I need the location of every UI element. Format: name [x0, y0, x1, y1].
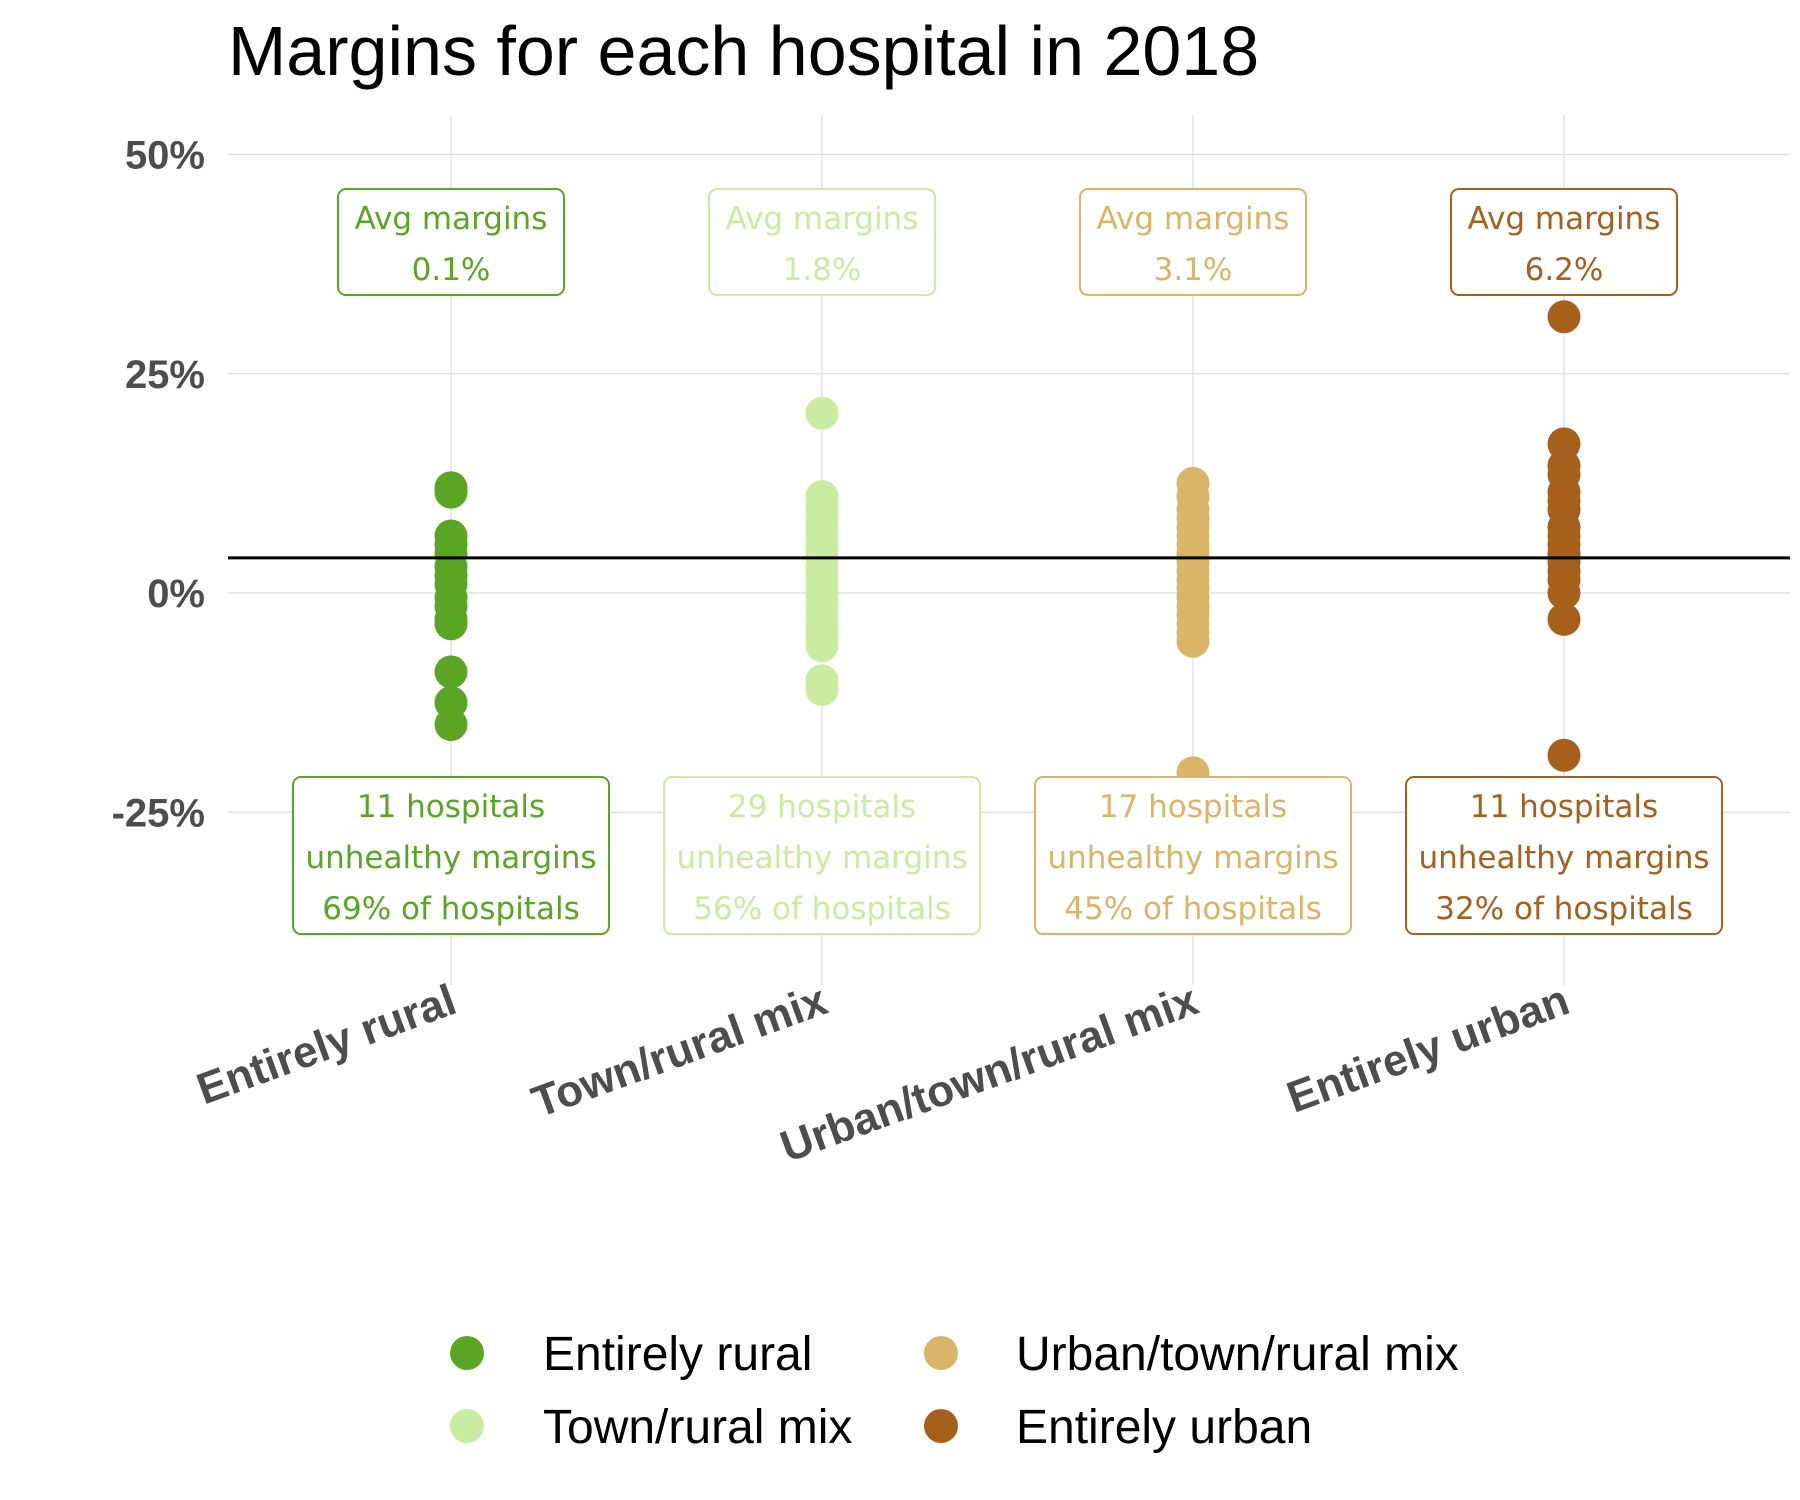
data-point [434, 655, 468, 689]
unhealthy-margins-line: 11 hospitals [357, 789, 545, 825]
avg-margin-label: Avg margins [1097, 201, 1290, 237]
unhealthy-margins-box [292, 776, 610, 935]
chart-title: Margins for each hospital in 2018 [228, 12, 1259, 90]
data-points [434, 300, 1581, 790]
data-point [1547, 602, 1581, 636]
avg-margin-value: 1.8% [783, 252, 862, 288]
unhealthy-margins-line: 69% of hospitals [322, 891, 579, 927]
unhealthy-margins-line: 17 hospitals [1099, 789, 1287, 825]
y-axis-ticks: 50% 25% 0% -25% [112, 134, 205, 836]
avg-margin-value: 0.1% [412, 252, 491, 288]
data-point [1547, 738, 1581, 772]
legend-key [450, 1336, 484, 1370]
y-tick-label: 0% [147, 572, 205, 616]
y-tick-label: 50% [125, 134, 205, 178]
x-tick-label: Urban/town/rural mix [774, 975, 1205, 1172]
unhealthy-margins-line: unhealthy margins [305, 840, 596, 876]
annotation-boxes: Avg margins 0.1% 11 hospitals unhealthy mar… [292, 188, 1723, 935]
avg-margin-value: 3.1% [1154, 252, 1233, 288]
y-tick-label: 25% [125, 353, 205, 397]
avg-margin-value: 6.2% [1525, 252, 1604, 288]
data-point [805, 396, 839, 430]
data-point [434, 607, 468, 641]
avg-margin-label: Avg margins [1468, 201, 1661, 237]
data-point [805, 629, 839, 663]
y-tick-label: -25% [112, 791, 205, 835]
unhealthy-margins-line: unhealthy margins [676, 840, 967, 876]
legend-label: Entirely rural [543, 1328, 812, 1381]
unhealthy-margins-line: 11 hospitals [1470, 789, 1658, 825]
avg-margin-label: Avg margins [726, 201, 919, 237]
x-tick-label: Entirely urban [1281, 975, 1576, 1122]
unhealthy-margins-box [663, 776, 981, 935]
avg-margin-box [1450, 188, 1678, 296]
avg-margin-box [337, 188, 565, 296]
legend-label: Town/rural mix [543, 1401, 852, 1454]
unhealthy-margins-line: 45% of hospitals [1064, 891, 1321, 927]
unhealthy-margins-line: unhealthy margins [1418, 840, 1709, 876]
legend-label: Urban/town/rural mix [1016, 1328, 1459, 1381]
x-tick-label: Entirely rural [191, 975, 463, 1114]
unhealthy-margins-box [1034, 776, 1352, 935]
avg-margin-box [708, 188, 936, 296]
unhealthy-margins-line: unhealthy margins [1047, 840, 1338, 876]
unhealthy-margins-line: 29 hospitals [728, 789, 916, 825]
data-point [1547, 576, 1581, 610]
legend-key [924, 1336, 958, 1370]
avg-margin-label: Avg margins [355, 201, 548, 237]
avg-margin-box [1079, 188, 1307, 296]
x-axis-ticks: Entirely rural Town/rural mixUrban/town/r… [191, 975, 1576, 1172]
unhealthy-margins-box [1405, 776, 1723, 935]
data-point [805, 672, 839, 706]
legend-key [924, 1409, 958, 1443]
legend-label: Entirely urban [1016, 1401, 1312, 1454]
x-tick-label: Town/rural mix [526, 975, 834, 1127]
legend: Entirely rural Town/rural mix Urban/town/r… [450, 1328, 1459, 1454]
data-point [434, 708, 468, 742]
data-point [434, 475, 468, 509]
legend-key [450, 1409, 484, 1443]
data-point [1547, 300, 1581, 334]
unhealthy-margins-line: 56% of hospitals [693, 891, 950, 927]
data-point [1176, 624, 1210, 658]
unhealthy-margins-line: 32% of hospitals [1435, 891, 1692, 927]
